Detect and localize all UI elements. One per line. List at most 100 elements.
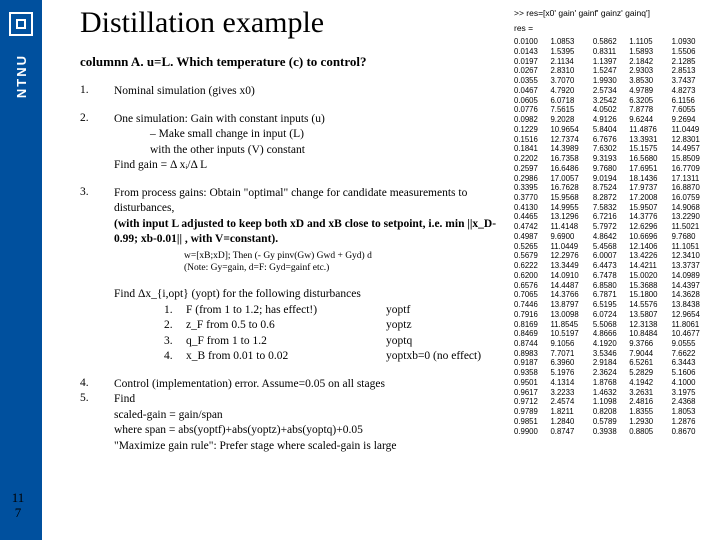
table-row: 0.413014.99557.583215.950714.9068: [514, 203, 714, 213]
data-cell: 2.1134: [550, 57, 592, 67]
data-cell: 12.2976: [550, 251, 592, 261]
table-row: 0.02672.83101.52472.93032.8513: [514, 66, 714, 76]
data-cell: 0.0100: [514, 37, 550, 47]
data-cell: 9.6900: [550, 232, 592, 242]
data-cell: 12.1406: [629, 242, 671, 252]
table-row: 0.89837.70713.53467.90447.6622: [514, 349, 714, 359]
data-cell: 9.0194: [593, 174, 629, 184]
table-row: 0.816911.85455.506812.313811.8061: [514, 320, 714, 330]
table-row: 4. x_B from 0.01 to 0.02 yoptxb=0 (no ef…: [164, 349, 481, 365]
data-cell: 0.0197: [514, 57, 550, 67]
data-cell: 4.9126: [593, 115, 629, 125]
data-cell: 6.7216: [593, 212, 629, 222]
data-cell: 13.5807: [629, 310, 671, 320]
data-cell: 5.8404: [593, 125, 629, 135]
data-cell: 9.6244: [629, 115, 671, 125]
data-cell: 2.3624: [593, 368, 629, 378]
data-cell: 2.1842: [629, 57, 671, 67]
data-cell: 17.2008: [629, 193, 671, 203]
data-cell: 1.8355: [629, 407, 671, 417]
item-body: Nominal simulation (gives x0): [114, 84, 510, 100]
data-cell: 13.0098: [550, 310, 592, 320]
data-cell: 14.3989: [550, 144, 592, 154]
data-cell: 7.9044: [629, 349, 671, 359]
data-cell: 4.7920: [550, 86, 592, 96]
data-cell: 15.1575: [629, 144, 671, 154]
data-cell: 13.8438: [672, 300, 714, 310]
data-cell: 13.3449: [550, 261, 592, 271]
data-cell: 0.5789: [593, 417, 629, 427]
data-cell: 2.4816: [629, 397, 671, 407]
data-cell: 4.1000: [672, 378, 714, 388]
data-cell: 5.1606: [672, 368, 714, 378]
data-cell: 2.9303: [629, 66, 671, 76]
data-cell: 0.1229: [514, 125, 550, 135]
data-cell: 0.6222: [514, 261, 550, 271]
data-cell: 1.5893: [629, 47, 671, 57]
data-cell: 17.1311: [672, 174, 714, 184]
data-cell: 0.7446: [514, 300, 550, 310]
data-cell: 4.9789: [629, 86, 671, 96]
data-cell: 16.0759: [672, 193, 714, 203]
data-cell: 0.9501: [514, 378, 550, 388]
table-row: 0.99000.87470.39380.88050.8670: [514, 427, 714, 437]
data-cell: 0.5862: [593, 37, 629, 47]
data-cell: 15.0020: [629, 271, 671, 281]
find-yopt: yoptxb=0 (no effect): [386, 349, 481, 365]
find-num: 3.: [164, 334, 186, 350]
table-row: 0.298617.00579.019418.143617.1311: [514, 174, 714, 184]
slide-subtitle: columnn A. u=L. Which temperature (c) to…: [80, 54, 510, 70]
data-cell: 2.9184: [593, 358, 629, 368]
table-row: 0.474211.41485.797212.629611.5021: [514, 222, 714, 232]
data-cell: 4.1920: [593, 339, 629, 349]
table-row: 0.526511.04495.456812.140611.1051: [514, 242, 714, 252]
data-cell: 16.7709: [672, 164, 714, 174]
data-cell: 1.8211: [550, 407, 592, 417]
brand-text: NTNU: [14, 54, 29, 98]
data-cell: 9.7680: [593, 164, 629, 174]
data-cell: 0.5265: [514, 242, 550, 252]
data-cell: 14.3776: [629, 212, 671, 222]
table-row: 0.446513.12966.721614.377613.2290: [514, 212, 714, 222]
table-row: 0.97122.45741.10982.48162.4368: [514, 397, 714, 407]
data-cell: 13.4226: [629, 251, 671, 261]
item-number: 4.: [80, 377, 114, 393]
data-cell: 6.8580: [593, 281, 629, 291]
table-row: 0.791613.00986.072413.580712.9654: [514, 310, 714, 320]
item-subline: – Make small change in input (L): [114, 128, 304, 140]
data-cell: 9.7680: [672, 232, 714, 242]
data-cell: 6.5195: [593, 300, 629, 310]
data-cell: 3.1975: [672, 388, 714, 398]
data-cell: 6.3443: [672, 358, 714, 368]
table-row: 0.620014.09106.747815.002014.0989: [514, 271, 714, 281]
data-cell: 10.9654: [550, 125, 592, 135]
item-number: 1.: [80, 84, 114, 100]
data-cell: 14.3628: [672, 290, 714, 300]
data-cell: 12.9654: [672, 310, 714, 320]
data-cell: 12.8301: [672, 135, 714, 145]
table-row: 0.97891.82110.82081.83551.8053: [514, 407, 714, 417]
data-cell: 0.8169: [514, 320, 550, 330]
table-row: 0.07767.56154.05027.87787.6055: [514, 105, 714, 115]
data-cell: 1.0930: [672, 37, 714, 47]
find-lead: Find Δx_{i,opt} (yopt) for the following…: [114, 288, 361, 300]
data-cell: 0.7065: [514, 290, 550, 300]
item-body: From process gains: Obtain "optimal" cha…: [114, 186, 510, 248]
data-cell: 13.1296: [550, 212, 592, 222]
data-cell: 6.4473: [593, 261, 629, 271]
find-yopt: yoptf: [386, 303, 481, 319]
find-num: 1.: [164, 303, 186, 319]
data-cell: 1.0853: [550, 37, 592, 47]
table-row: 0.01972.11341.13972.18422.1285: [514, 57, 714, 67]
ntnu-logo: [9, 12, 33, 36]
data-cell: 1.8768: [593, 378, 629, 388]
table-row: 0.622213.34496.447314.421113.3737: [514, 261, 714, 271]
data-cell: 0.9187: [514, 358, 550, 368]
data-cell: 7.6055: [672, 105, 714, 115]
list-item: 2. One simulation: Gain with constant in…: [80, 112, 510, 174]
data-cell: 6.0007: [593, 251, 629, 261]
table-row: 0.06056.07183.25426.32056.1156: [514, 96, 714, 106]
data-cell: 4.8666: [593, 329, 629, 339]
data-cell: 7.5615: [550, 105, 592, 115]
data-cell: 13.2290: [672, 212, 714, 222]
